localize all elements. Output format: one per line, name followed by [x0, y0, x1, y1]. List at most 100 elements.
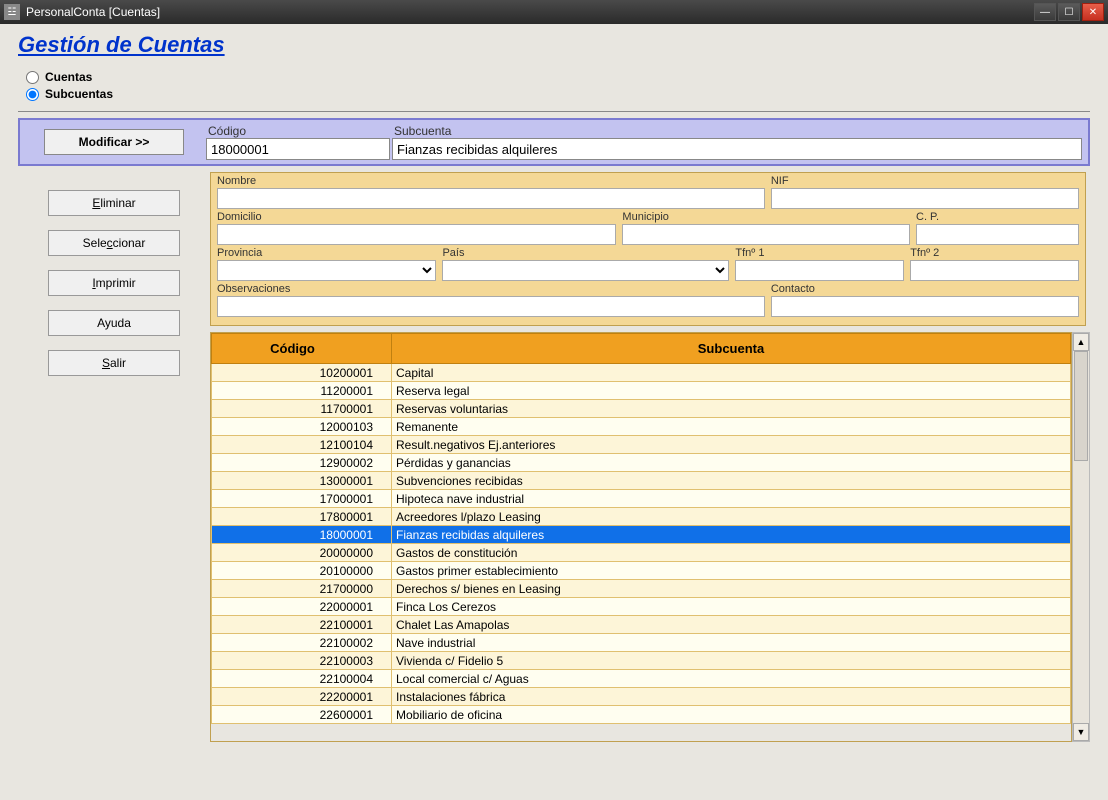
table-row[interactable]: 17800001Acreedores l/plazo Leasing	[212, 508, 1071, 526]
header-bar: Modificar >> Código Subcuenta	[18, 118, 1090, 166]
subcuentas-table: Código Subcuenta 10200001Capital11200001…	[211, 333, 1071, 724]
radio-subcuentas[interactable]: Subcuentas	[26, 87, 1090, 101]
vertical-scrollbar[interactable]: ▲ ▼	[1072, 332, 1090, 742]
side-buttons: Eliminar Seleccionar Imprimir Ayuda Sali…	[18, 172, 210, 742]
scroll-down-button[interactable]: ▼	[1073, 723, 1089, 741]
table-row[interactable]: 18000001Fianzas recibidas alquileres	[212, 526, 1071, 544]
tfn1-input[interactable]	[735, 260, 904, 281]
cell-subcuenta: Fianzas recibidas alquileres	[392, 526, 1071, 544]
table-row[interactable]: 22100001Chalet Las Amapolas	[212, 616, 1071, 634]
minimize-button[interactable]: —	[1034, 3, 1056, 21]
cell-subcuenta: Acreedores l/plazo Leasing	[392, 508, 1071, 526]
table-row[interactable]: 12900002Pérdidas y ganancias	[212, 454, 1071, 472]
cell-codigo: 21700000	[212, 580, 392, 598]
seleccionar-button[interactable]: Seleccionar	[48, 230, 180, 256]
table-row[interactable]: 20000000Gastos de constitución	[212, 544, 1071, 562]
cell-subcuenta: Hipoteca nave industrial	[392, 490, 1071, 508]
cell-codigo: 22600001	[212, 706, 392, 724]
scroll-up-button[interactable]: ▲	[1073, 333, 1089, 351]
radio-subcuentas-input[interactable]	[26, 88, 39, 101]
contacto-input[interactable]	[771, 296, 1079, 317]
table-row[interactable]: 21700000Derechos s/ bienes en Leasing	[212, 580, 1071, 598]
cell-subcuenta: Gastos primer establecimiento	[392, 562, 1071, 580]
table-row[interactable]: 22000001Finca Los Cerezos	[212, 598, 1071, 616]
nif-input[interactable]	[771, 188, 1079, 209]
observaciones-label: Observaciones	[217, 283, 765, 295]
table-row[interactable]: 13000001Subvenciones recibidas	[212, 472, 1071, 490]
table-row[interactable]: 10200001Capital	[212, 364, 1071, 382]
cell-codigo: 22000001	[212, 598, 392, 616]
cell-subcuenta: Result.negativos Ej.anteriores	[392, 436, 1071, 454]
cell-subcuenta: Reservas voluntarias	[392, 400, 1071, 418]
cell-subcuenta: Finca Los Cerezos	[392, 598, 1071, 616]
cell-codigo: 17800001	[212, 508, 392, 526]
table-row[interactable]: 12000103Remanente	[212, 418, 1071, 436]
content-area: Gestión de Cuentas Cuentas Subcuentas Mo…	[0, 24, 1108, 800]
cell-codigo: 22100003	[212, 652, 392, 670]
col-header-subcuenta[interactable]: Subcuenta	[392, 334, 1071, 364]
cell-subcuenta: Pérdidas y ganancias	[392, 454, 1071, 472]
subcuenta-input[interactable]	[392, 138, 1082, 160]
cell-codigo: 12100104	[212, 436, 392, 454]
eliminar-button[interactable]: Eliminar	[48, 190, 180, 216]
close-button[interactable]: ✕	[1082, 3, 1104, 21]
table-row[interactable]: 11700001Reservas voluntarias	[212, 400, 1071, 418]
table-row[interactable]: 22600001Mobiliario de oficina	[212, 706, 1071, 724]
imprimir-button[interactable]: Imprimir	[48, 270, 180, 296]
scroll-track[interactable]	[1073, 351, 1089, 723]
cell-subcuenta: Reserva legal	[392, 382, 1071, 400]
table-row[interactable]: 22200001Instalaciones fábrica	[212, 688, 1071, 706]
tfn2-input[interactable]	[910, 260, 1079, 281]
domicilio-input[interactable]	[217, 224, 616, 245]
col-header-codigo[interactable]: Código	[212, 334, 392, 364]
nombre-input[interactable]	[217, 188, 765, 209]
radio-cuentas-label: Cuentas	[45, 70, 92, 84]
codigo-label: Código	[208, 124, 394, 138]
cell-codigo: 11200001	[212, 382, 392, 400]
cell-subcuenta: Capital	[392, 364, 1071, 382]
municipio-label: Municipio	[622, 211, 910, 223]
table-row[interactable]: 22100002Nave industrial	[212, 634, 1071, 652]
tfn2-label: Tfnº 2	[910, 247, 1079, 259]
cell-codigo: 18000001	[212, 526, 392, 544]
cell-subcuenta: Local comercial c/ Aguas	[392, 670, 1071, 688]
cell-codigo: 13000001	[212, 472, 392, 490]
cell-codigo: 10200001	[212, 364, 392, 382]
scroll-thumb[interactable]	[1074, 351, 1088, 461]
cell-subcuenta: Remanente	[392, 418, 1071, 436]
cell-subcuenta: Mobiliario de oficina	[392, 706, 1071, 724]
codigo-input[interactable]	[206, 138, 390, 160]
provincia-select[interactable]	[217, 260, 436, 281]
cell-codigo: 20000000	[212, 544, 392, 562]
contacto-label: Contacto	[771, 283, 1079, 295]
cell-subcuenta: Derechos s/ bienes en Leasing	[392, 580, 1071, 598]
nif-label: NIF	[771, 175, 1079, 187]
detail-panel: Nombre NIF Domicilio	[210, 172, 1086, 326]
table-row[interactable]: 17000001Hipoteca nave industrial	[212, 490, 1071, 508]
table-row[interactable]: 12100104Result.negativos Ej.anteriores	[212, 436, 1071, 454]
salir-button[interactable]: Salir	[48, 350, 180, 376]
tfn1-label: Tfnº 1	[735, 247, 904, 259]
cell-subcuenta: Vivienda c/ Fidelio 5	[392, 652, 1071, 670]
observaciones-input[interactable]	[217, 296, 765, 317]
cp-input[interactable]	[916, 224, 1079, 245]
municipio-input[interactable]	[622, 224, 910, 245]
table-container: Código Subcuenta 10200001Capital11200001…	[210, 332, 1090, 742]
cell-codigo: 20100000	[212, 562, 392, 580]
cell-subcuenta: Gastos de constitución	[392, 544, 1071, 562]
table-row[interactable]: 22100004Local comercial c/ Aguas	[212, 670, 1071, 688]
cell-codigo: 22100002	[212, 634, 392, 652]
radio-cuentas[interactable]: Cuentas	[26, 70, 1090, 84]
ayuda-button[interactable]: Ayuda	[48, 310, 180, 336]
app-icon: ☳	[4, 4, 20, 20]
table-row[interactable]: 22100003Vivienda c/ Fidelio 5	[212, 652, 1071, 670]
radio-cuentas-input[interactable]	[26, 71, 39, 84]
modify-button[interactable]: Modificar >>	[44, 129, 184, 155]
pais-select[interactable]	[442, 260, 729, 281]
cell-subcuenta: Instalaciones fábrica	[392, 688, 1071, 706]
pais-label: País	[442, 247, 729, 259]
maximize-button[interactable]: ☐	[1058, 3, 1080, 21]
nombre-label: Nombre	[217, 175, 765, 187]
table-row[interactable]: 11200001Reserva legal	[212, 382, 1071, 400]
table-row[interactable]: 20100000Gastos primer establecimiento	[212, 562, 1071, 580]
